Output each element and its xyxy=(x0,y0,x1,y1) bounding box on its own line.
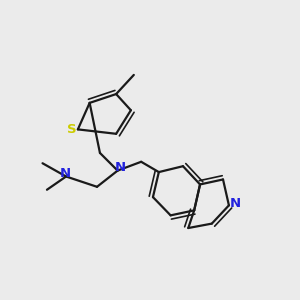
Text: N: N xyxy=(230,197,241,210)
Text: N: N xyxy=(60,167,71,180)
Text: S: S xyxy=(67,123,76,136)
Text: N: N xyxy=(114,161,125,174)
